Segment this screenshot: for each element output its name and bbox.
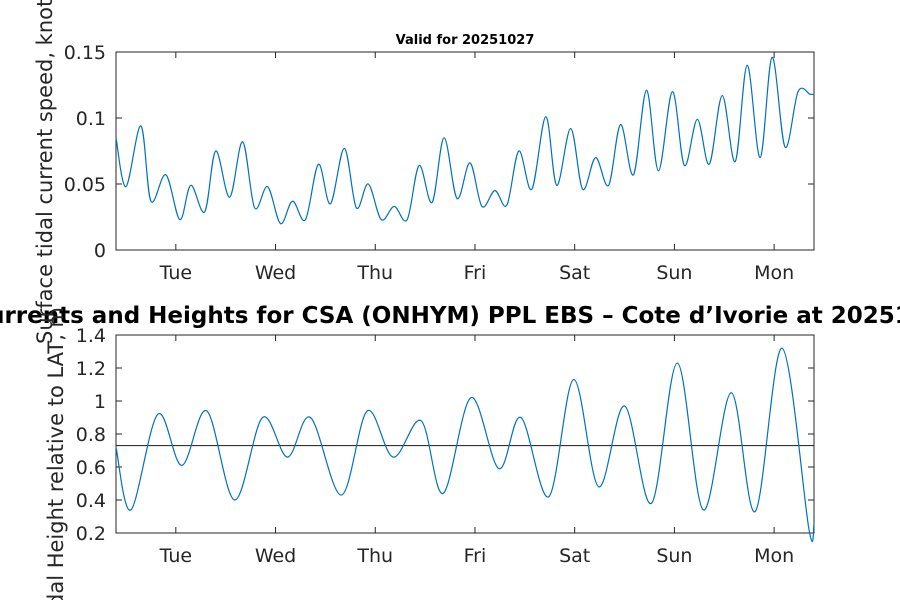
speed-x-tick-label: Thu	[356, 262, 393, 284]
height-y-tick-label: 1	[94, 391, 106, 413]
height-x-tick-label: Sat	[559, 545, 590, 567]
speed-plot-box	[115, 51, 815, 251]
height-x-tick-label: Sun	[656, 545, 692, 567]
speed-y-ticks: 0 0.05 0.1 0.15	[64, 42, 814, 262]
height-y-axis-label: Tidal Height relative to LAT, m	[44, 307, 68, 600]
speed-x-ticks: Tue Wed Thu Fri Sat Sun Mon	[159, 52, 794, 284]
height-plot-box	[115, 334, 815, 534]
speed-series-line	[115, 56, 815, 225]
speed-x-tick-label: Sun	[656, 262, 692, 284]
height-y-tick-label: 0.8	[76, 424, 106, 446]
height-x-tick-label: Mon	[754, 545, 794, 567]
height-y-ticks: 0.2 0.4 0.6 0.8 1 1.2 1.4	[76, 325, 814, 545]
speed-y-tick-label: 0.1	[76, 108, 106, 130]
speed-y-axis-label: Surface tidal current speed, knots	[33, 0, 57, 344]
height-x-tick-label: Wed	[255, 545, 296, 567]
speed-chart-title: Valid for 20251027	[396, 33, 535, 48]
height-x-ticks: Tue Wed Thu Fri Sat Sun Mon	[159, 335, 794, 567]
speed-y-tick-label: 0.05	[64, 174, 106, 196]
height-y-tick-label: 1.2	[76, 358, 106, 380]
speed-x-tick-label: Tue	[159, 262, 192, 284]
height-y-tick-label: 0.2	[76, 523, 106, 545]
speed-x-tick-label: Wed	[255, 262, 296, 284]
speed-x-tick-label: Mon	[754, 262, 794, 284]
height-x-tick-label: Fri	[464, 545, 487, 567]
height-chart-title: Currents and Heights for CSA (ONHYM) PPL…	[0, 303, 900, 329]
speed-y-tick-label: 0	[94, 240, 106, 262]
height-y-tick-label: 0.4	[76, 490, 106, 512]
height-x-tick-label: Thu	[356, 545, 393, 567]
height-series-line	[115, 347, 815, 542]
speed-x-tick-label: Fri	[464, 262, 487, 284]
height-axes: 0.2 0.4 0.6 0.8 1 1.2 1.4 Tue Wed Thu Fri Sat Sun Mo…	[76, 325, 815, 567]
height-y-tick-label: 1.4	[76, 325, 106, 347]
speed-y-tick-label: 0.15	[64, 42, 106, 64]
height-y-tick-label: 0.6	[76, 457, 106, 479]
height-x-tick-label: Tue	[159, 545, 192, 567]
speed-x-tick-label: Sat	[559, 262, 590, 284]
speed-axes: 0 0.05 0.1 0.15 Tue Wed Thu Fri Sat Sun Mon Valid…	[64, 33, 815, 284]
